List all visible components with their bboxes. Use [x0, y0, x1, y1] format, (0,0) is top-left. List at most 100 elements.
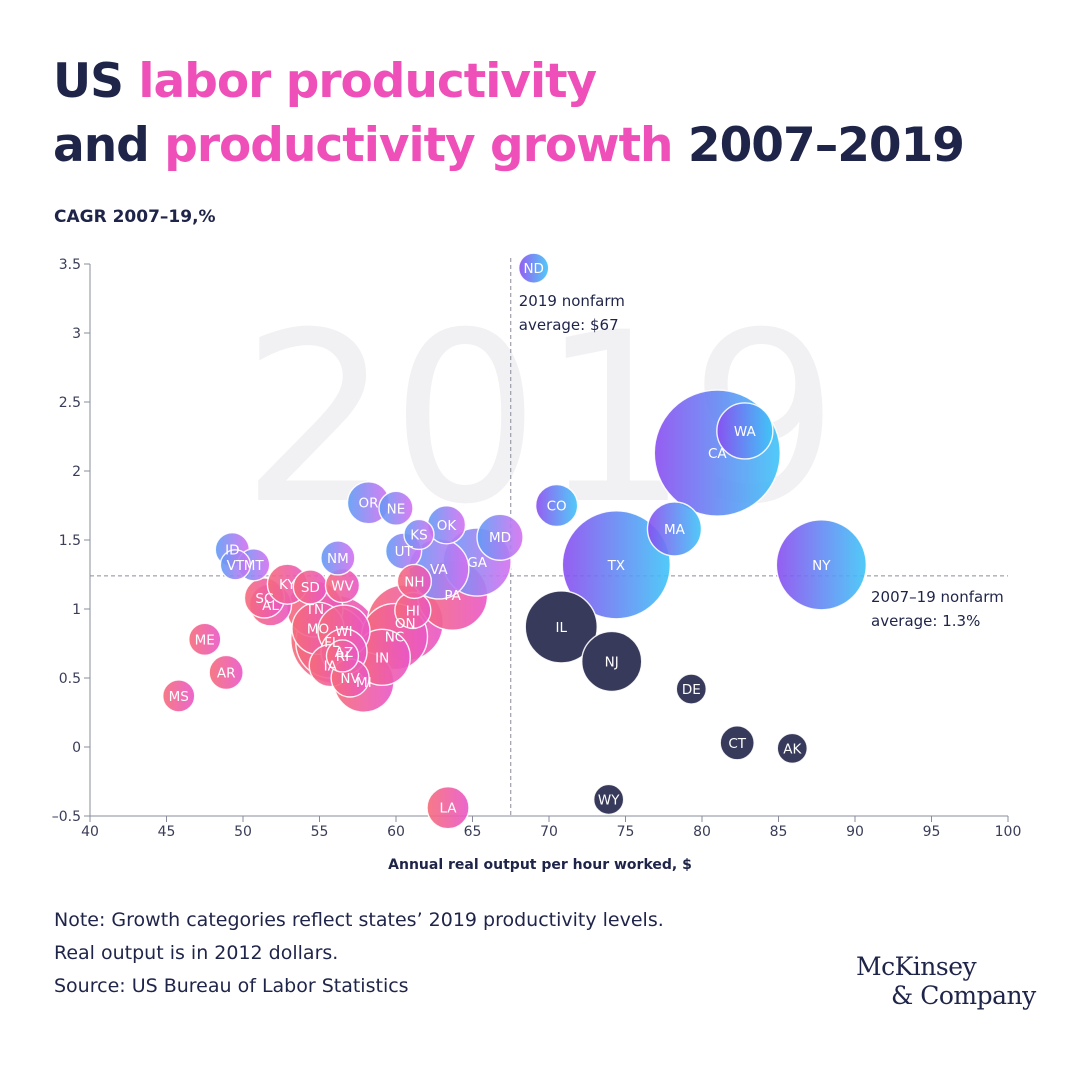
bubble-label: FL — [324, 635, 340, 651]
bubble-label: WI — [335, 624, 352, 640]
bubble-il — [524, 590, 598, 664]
y-tick-label: 3 — [72, 326, 81, 342]
y-tick-label: 2.5 — [59, 395, 81, 411]
bubble-label: VT — [227, 558, 245, 574]
bubble-label: NY — [812, 558, 831, 574]
title-text: and — [53, 118, 165, 173]
bubble-label: MA — [664, 522, 686, 538]
bubble-label: OK — [437, 518, 458, 534]
bubble-label: NE — [387, 501, 406, 517]
title-accent-text: productivity growth — [164, 118, 673, 173]
bubble-vt — [219, 549, 252, 581]
y-average-label: average: 1.3% — [871, 612, 980, 630]
bubble-label: UT — [395, 544, 414, 560]
mckinsey-logo: McKinsey & Company — [856, 952, 1036, 1010]
x-tick-label: 40 — [81, 824, 99, 840]
notes: Note: Growth categories reflect states’ … — [54, 904, 664, 1003]
bubble-label: AL — [262, 598, 279, 614]
bubble-label: ND — [523, 261, 544, 277]
bubble-label: NJ — [605, 654, 619, 670]
bubble-label: ID — [225, 543, 239, 559]
bubble-nj — [581, 630, 643, 693]
y-tick-label: 0 — [72, 740, 81, 756]
bubble-ny — [775, 519, 868, 611]
bubble-ar — [208, 654, 244, 691]
bubble-label: NH — [404, 574, 424, 590]
title-line-1: US labor productivity — [53, 50, 964, 114]
bubble-ma — [646, 501, 703, 557]
bubble-label: NC — [385, 630, 405, 646]
bubble-label: KS — [410, 527, 427, 543]
title-text: US — [53, 54, 139, 109]
x-tick-label: 100 — [995, 824, 1022, 840]
x-tick-label: 55 — [311, 824, 329, 840]
bubble-ri — [325, 639, 360, 673]
x-tick-label: 85 — [770, 824, 788, 840]
bubble-label: HI — [406, 603, 420, 619]
x-average-label: 2019 nonfarm — [519, 292, 625, 310]
bubble-tx — [561, 510, 672, 620]
bubble-label: VA — [430, 562, 448, 578]
bubble-label: MO — [307, 621, 329, 637]
bubble-de — [675, 673, 707, 705]
bubble-me — [188, 622, 222, 657]
bubble-label: IN — [375, 650, 389, 666]
bubble-label: DE — [682, 682, 701, 698]
bubble-label: LA — [439, 801, 457, 817]
bubble-label: IL — [555, 620, 567, 636]
x-tick-label: 50 — [234, 824, 252, 840]
bubble-label: GA — [467, 555, 487, 571]
bubble-la — [426, 786, 470, 830]
source-line: Source: US Bureau of Labor Statistics — [54, 975, 409, 997]
y-axis-label: CAGR 2007–19,% — [54, 207, 216, 227]
bubble-co — [534, 483, 579, 528]
bubble-label: OR — [358, 496, 378, 512]
bubble-nm — [320, 540, 356, 576]
x-tick-label: 70 — [540, 824, 558, 840]
bubble-label: PA — [444, 588, 461, 604]
bubble-wa — [716, 402, 774, 460]
bubble-label: CA — [708, 446, 727, 462]
bubble-ks — [403, 518, 435, 551]
bubble-label: RI — [336, 649, 349, 665]
bubble-label: CT — [728, 736, 746, 752]
bubble-label: WA — [734, 424, 757, 440]
bubble-label: MS — [169, 689, 189, 705]
x-average-label: average: $67 — [519, 316, 619, 334]
y-tick-label: 1 — [72, 602, 81, 618]
bubble-wy — [592, 783, 625, 816]
x-axis-label: Annual real output per hour worked, $ — [388, 857, 692, 873]
bubble-ne — [378, 490, 414, 526]
y-tick-label: 2 — [72, 464, 81, 480]
title-text: 2007–2019 — [672, 118, 965, 173]
note-line: Real output is in 2012 dollars. — [54, 942, 339, 964]
bubble-label: AZ — [335, 645, 353, 661]
x-tick-label: 90 — [846, 824, 864, 840]
x-tick-label: 80 — [693, 824, 711, 840]
logo-line: & Company — [891, 981, 1036, 1010]
bubble-label: CO — [547, 499, 567, 515]
bubble-label: MT — [244, 558, 265, 574]
bubble-label: WV — [331, 579, 354, 595]
bubble-label: TN — [305, 602, 324, 618]
bubble-label: MD — [489, 530, 511, 546]
y-tick-label: 0.5 — [59, 671, 81, 687]
x-tick-label: 95 — [923, 824, 941, 840]
bubble-label: AR — [217, 665, 236, 681]
title-accent-text: labor productivity — [138, 54, 597, 109]
bubble-label: SC — [255, 591, 273, 607]
bubble-label: SD — [301, 580, 320, 596]
x-tick-label: 75 — [617, 824, 635, 840]
title-line-2: and productivity growth 2007–2019 — [53, 114, 965, 178]
page-title: US labor productivity and productivity g… — [53, 50, 965, 178]
y-tick-label: 3.5 — [59, 257, 81, 273]
y-tick-label: 1.5 — [59, 533, 81, 549]
bubble-nh — [396, 563, 433, 600]
x-tick-label: 65 — [464, 824, 482, 840]
x-tick-label: 45 — [158, 824, 176, 840]
x-tick-label: 60 — [387, 824, 405, 840]
bubble-label: NV — [340, 671, 360, 687]
bubble-nd — [518, 252, 550, 284]
bubble-ak — [776, 732, 808, 765]
